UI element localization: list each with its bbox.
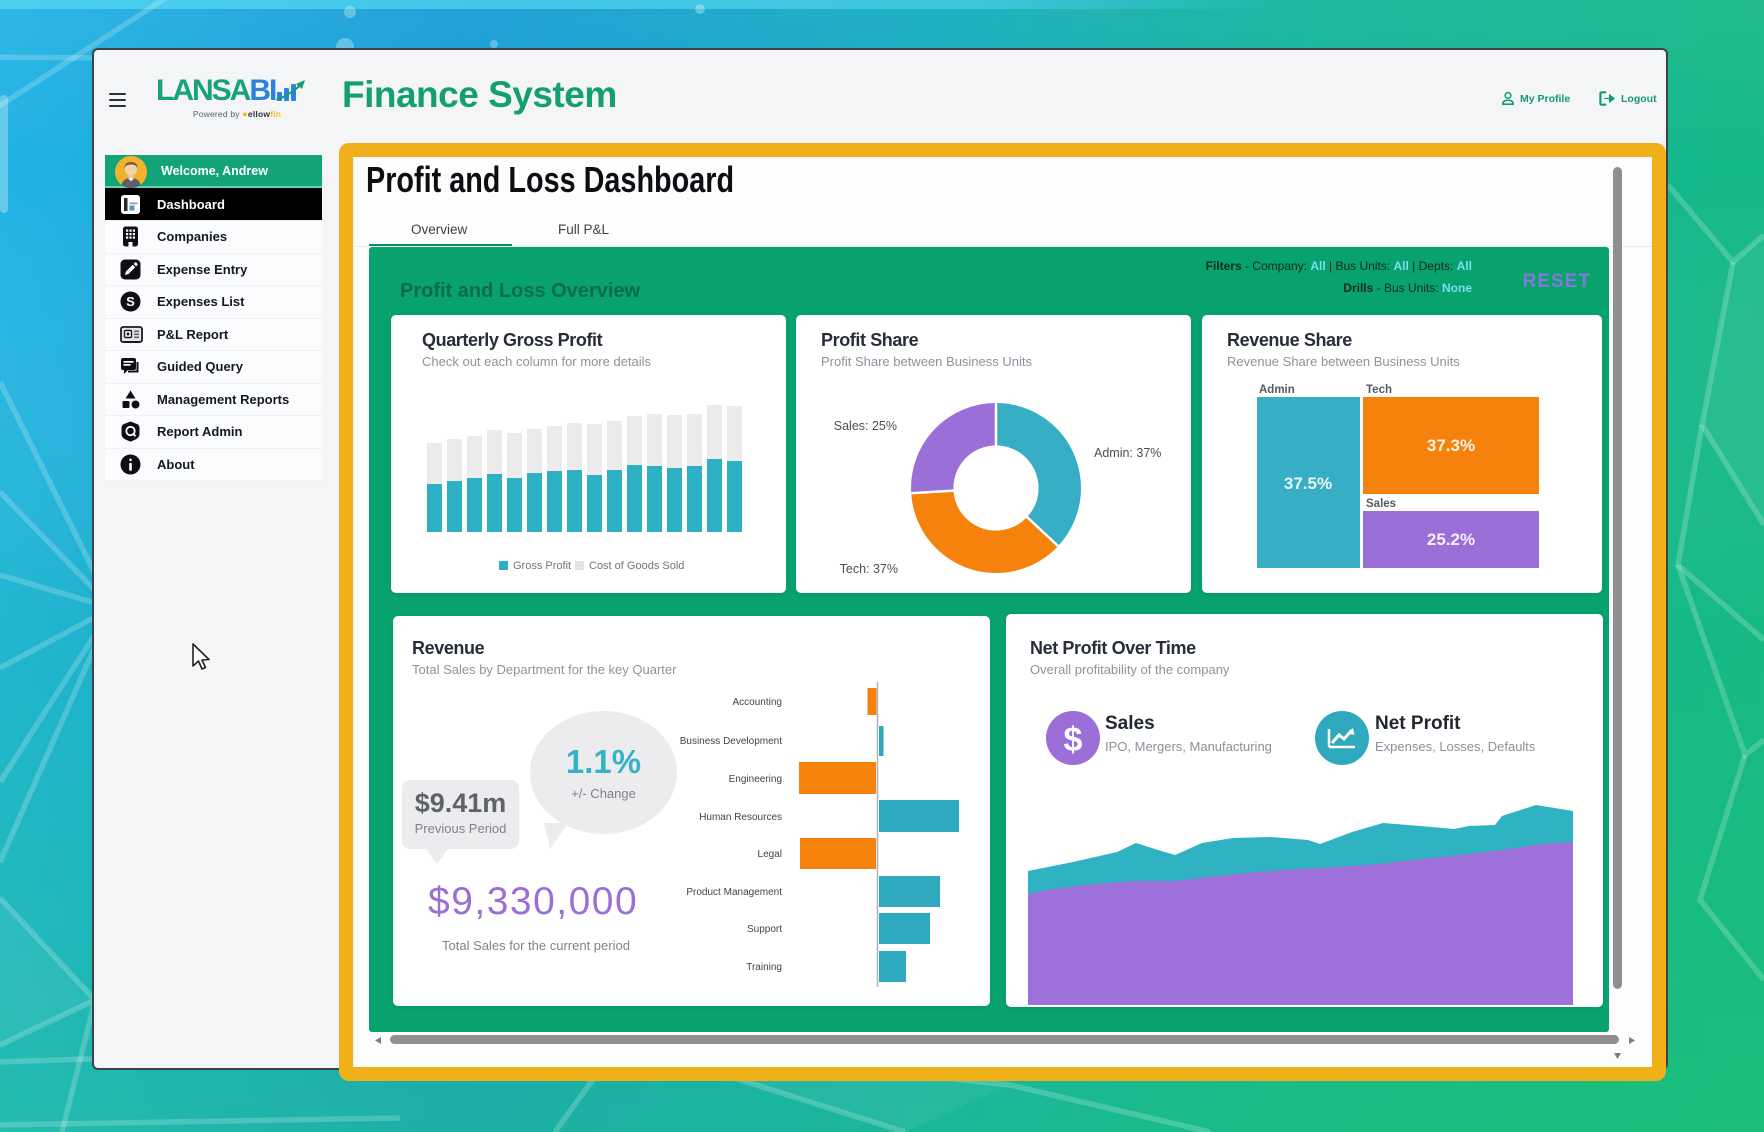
svg-text:Product Management: Product Management [686,887,782,898]
svg-text:Engineering: Engineering [729,774,782,785]
svg-text:Gross Profit: Gross Profit [513,560,571,572]
svg-text:Accounting: Accounting [733,697,782,708]
svg-text:S: S [126,294,135,309]
svg-text:Training: Training [746,962,782,973]
svg-text:37.5%: 37.5% [1284,474,1332,493]
svg-text:$: $ [1064,721,1083,759]
svg-text:Admin: 37%: Admin: 37% [1094,446,1161,460]
svg-text:Human Resources: Human Resources [699,812,782,823]
svg-text:25.2%: 25.2% [1427,530,1475,549]
svg-text:Cost of Goods Sold: Cost of Goods Sold [589,560,684,572]
svg-text:Tech: Tech [1366,384,1392,396]
svg-text:Sales: 25%: Sales: 25% [834,419,897,433]
svg-text:Legal: Legal [758,849,782,860]
svg-text:Support: Support [747,924,782,935]
svg-text:Tech: 37%: Tech: 37% [840,562,898,576]
svg-text:Admin: Admin [1259,384,1295,396]
svg-text:Sales: Sales [1366,498,1396,510]
svg-text:Business Development: Business Development [680,736,782,747]
svg-text:37.3%: 37.3% [1427,436,1475,455]
